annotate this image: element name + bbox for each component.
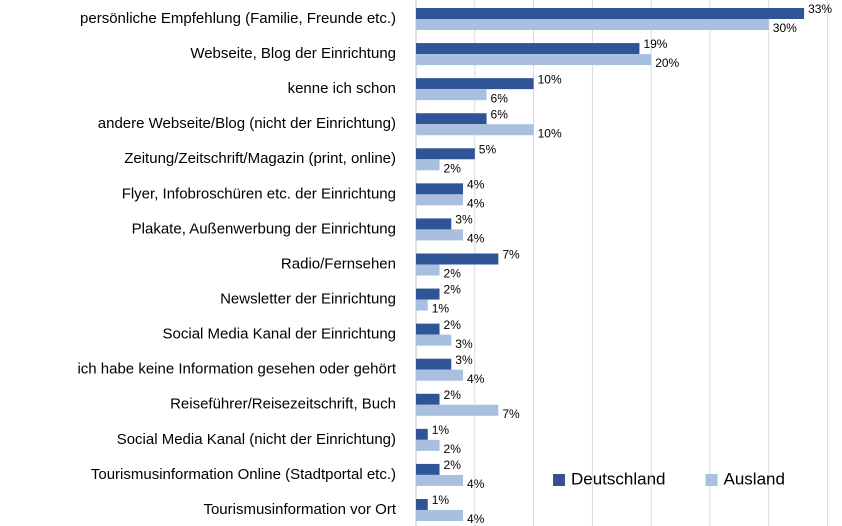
bar xyxy=(416,474,464,486)
value-label: 4% xyxy=(467,178,485,192)
value-label: 19% xyxy=(643,37,667,51)
category-label: Tourismusinformation vor Ort xyxy=(203,501,396,518)
value-label: 10% xyxy=(538,72,562,86)
bar xyxy=(416,183,464,195)
value-label: 2% xyxy=(444,161,462,175)
category-label: kenne ich schon xyxy=(288,80,396,97)
bar xyxy=(416,369,464,381)
bar xyxy=(416,43,640,55)
category-label: Plakate, Außenwerbung der Einrichtung xyxy=(132,220,396,237)
value-label: 2% xyxy=(444,318,462,332)
bar xyxy=(416,428,428,440)
bar xyxy=(416,439,440,451)
bar xyxy=(416,194,464,206)
legend-swatch xyxy=(553,474,565,486)
category-label: Social Media Kanal (nicht der Einrichtun… xyxy=(117,431,396,448)
bar xyxy=(416,264,440,276)
bar xyxy=(416,229,464,241)
bar xyxy=(416,288,440,300)
bar xyxy=(416,78,534,90)
value-label: 7% xyxy=(502,407,520,421)
value-label: 2% xyxy=(444,442,462,456)
legend-label: Deutschland xyxy=(571,469,666,488)
bar xyxy=(416,124,534,136)
category-label: Flyer, Infobroschüren etc. der Einrichtu… xyxy=(122,185,396,202)
value-label: 2% xyxy=(444,388,462,402)
bar xyxy=(416,358,452,370)
category-label: Radio/Fernsehen xyxy=(281,255,396,272)
bar xyxy=(416,8,805,19)
value-label: 1% xyxy=(432,493,450,507)
value-label: 7% xyxy=(502,248,520,262)
bar xyxy=(416,299,428,311)
category-label: Tourismusinformation Online (Stadtportal… xyxy=(91,466,396,483)
bar xyxy=(416,218,452,230)
bar xyxy=(416,148,475,160)
category-label: Social Media Kanal der Einrichtung xyxy=(163,326,396,343)
bar xyxy=(416,334,452,346)
value-label: 33% xyxy=(808,2,832,16)
value-label: 6% xyxy=(491,91,509,105)
value-label: 4% xyxy=(467,372,485,386)
value-label: 1% xyxy=(432,423,450,437)
bar xyxy=(416,509,464,521)
category-label: Reiseführer/Reisezeitschrift, Buch xyxy=(170,396,396,413)
value-label: 10% xyxy=(538,126,562,140)
value-label: 30% xyxy=(773,21,797,35)
category-label: Webseite, Blog der Einrichtung xyxy=(190,45,396,62)
value-label: 3% xyxy=(455,353,473,367)
bar xyxy=(416,498,428,510)
value-label: 20% xyxy=(655,56,679,70)
bar xyxy=(416,393,440,405)
value-label: 4% xyxy=(467,232,485,246)
bar xyxy=(416,113,487,125)
bar xyxy=(416,463,440,475)
bar xyxy=(416,323,440,335)
bar xyxy=(416,89,487,101)
category-label: Zeitung/Zeitschrift/Magazin (print, onli… xyxy=(124,150,396,167)
value-label: 3% xyxy=(455,213,473,227)
value-label: 4% xyxy=(467,477,485,491)
category-label: Newsletter der Einrichtung xyxy=(220,291,396,308)
value-label: 4% xyxy=(467,512,485,526)
value-label: 2% xyxy=(444,267,462,281)
legend-swatch xyxy=(705,474,718,486)
bar xyxy=(416,19,769,30)
value-label: 6% xyxy=(491,107,509,121)
category-label: andere Webseite/Blog (nicht der Einricht… xyxy=(98,115,396,132)
bar xyxy=(416,159,440,171)
legend-label: Ausland xyxy=(724,469,785,488)
value-label: 4% xyxy=(467,197,485,211)
category-label: ich habe keine Information gesehen oder … xyxy=(77,361,396,378)
value-label: 3% xyxy=(455,337,473,351)
bar xyxy=(416,54,652,66)
value-label: 5% xyxy=(479,142,497,156)
value-label: 2% xyxy=(444,458,462,472)
category-label: persönliche Empfehlung (Familie, Freunde… xyxy=(80,10,396,27)
bar xyxy=(416,404,499,416)
bar xyxy=(416,253,499,265)
value-label: 1% xyxy=(432,302,450,316)
value-label: 2% xyxy=(444,283,462,297)
